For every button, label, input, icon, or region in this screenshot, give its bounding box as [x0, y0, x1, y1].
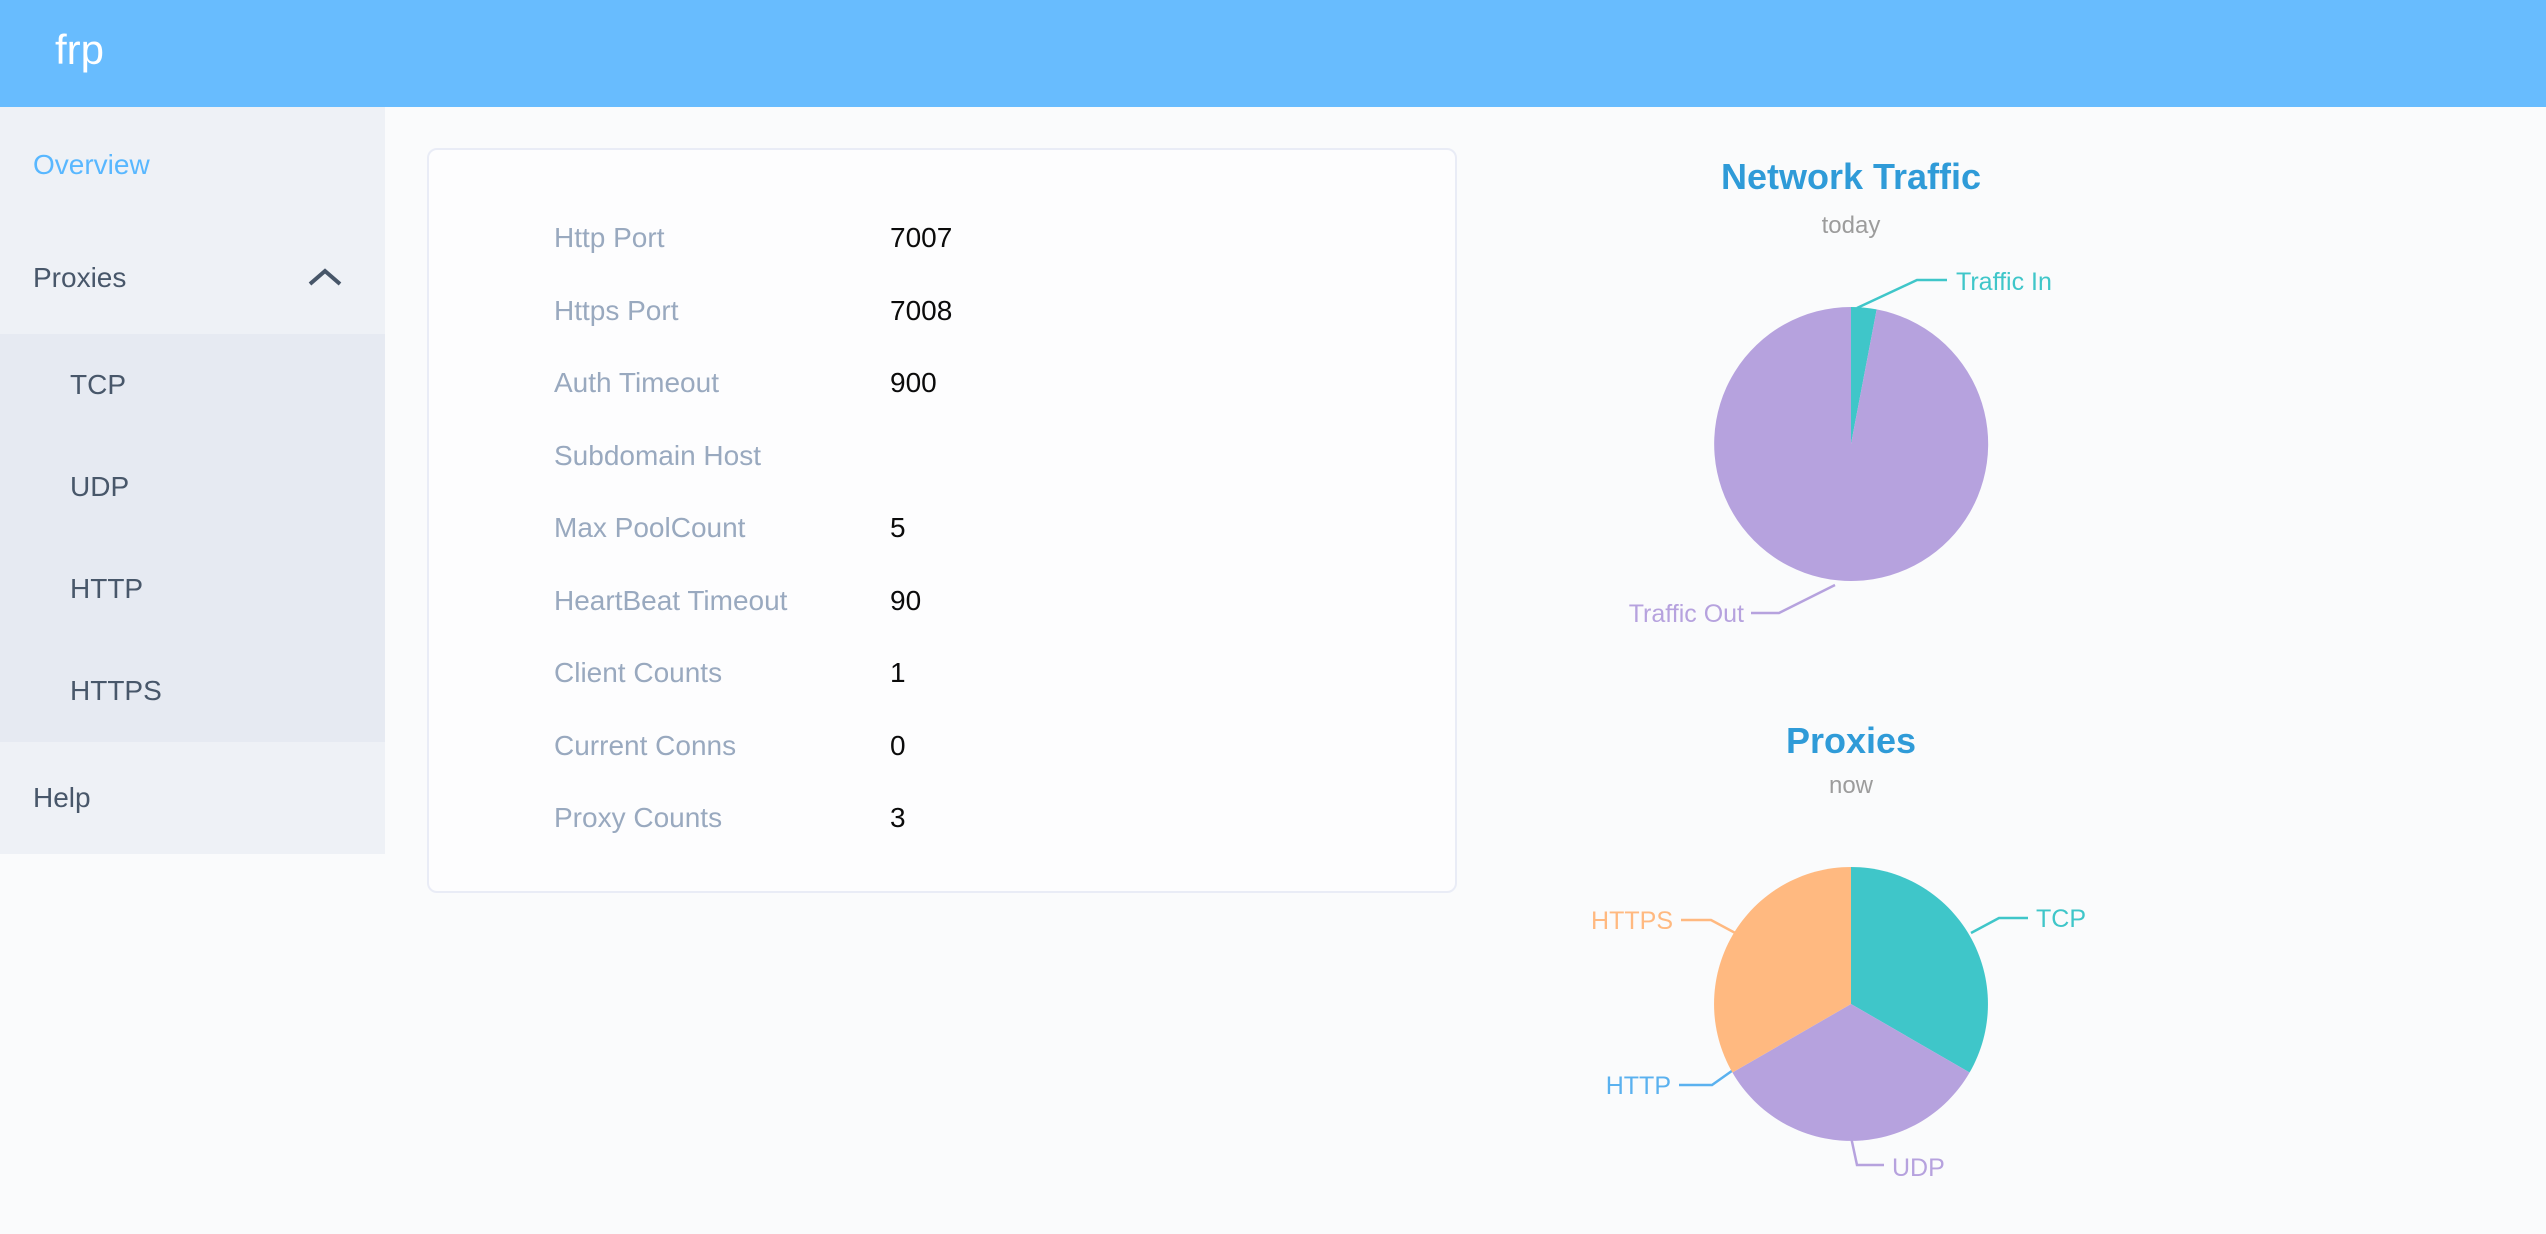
sidebar-item-label: UDP [70, 471, 130, 502]
server-info-card: Http Port 7007 Https Port 7008 Auth Time… [427, 148, 1457, 893]
row-label: Subdomain Host [554, 439, 762, 471]
info-row-proxy-counts: Proxy Counts 3 [429, 782, 1455, 855]
row-value: 0 [890, 729, 906, 761]
pie-slice-udp[interactable] [1732, 1004, 1970, 1141]
sidebar-nav: Overview Proxies TCP UDP HTTP HTTPS Help [0, 107, 385, 854]
sidebar-item-https[interactable]: HTTPS [0, 640, 385, 742]
chart-subtitle-now: now [1828, 772, 1874, 799]
info-row-subdomain-host: Subdomain Host [429, 420, 1455, 493]
row-label: Http Port [554, 222, 665, 254]
sidebar-item-label: TCP [70, 369, 126, 400]
row-value: 7008 [890, 294, 953, 326]
pie-slice-traffic-out[interactable] [1714, 307, 1989, 581]
pie-leader-line-tcp [1970, 916, 2028, 935]
pie-leader-line-traffic-in [1856, 278, 1947, 310]
pie-leader-line-http [1679, 1066, 1737, 1087]
pie-leader-line-udp [1849, 1136, 1884, 1167]
pie-leader-line-https [1681, 918, 1740, 937]
sidebar-item-udp[interactable]: UDP [0, 436, 385, 538]
sidebar-item-label: Help [33, 782, 91, 813]
sidebar-item-tcp[interactable]: TCP [0, 334, 385, 436]
pie-label-traffic-in: Traffic In [1956, 268, 2052, 296]
pie-leader-line-traffic-out [1751, 583, 1836, 615]
sidebar-item-proxies[interactable]: Proxies [0, 222, 385, 334]
pie-label-traffic-out: Traffic Out [1629, 600, 1744, 628]
row-value: 90 [890, 584, 922, 616]
chart-title-network-traffic: Network Traffic [1720, 156, 1982, 197]
info-row-heartbeat-timeout: HeartBeat Timeout 90 [429, 565, 1455, 638]
sidebar-item-label: HTTP [70, 573, 144, 604]
proxies-submenu: TCP UDP HTTP HTTPS [0, 334, 385, 742]
info-row-auth-timeout: Auth Timeout 900 [429, 347, 1455, 420]
chart-subtitle-today: today [1821, 212, 1881, 239]
row-value: 900 [890, 367, 937, 399]
pie-slice-https[interactable] [1714, 867, 1851, 1073]
row-label: Max PoolCount [554, 512, 746, 544]
info-row-client-counts: Client Counts 1 [429, 637, 1455, 710]
pie-label-udp: UDP [1892, 1154, 1945, 1182]
chevron-up-icon [308, 268, 342, 286]
sidebar-item-http[interactable]: HTTP [0, 538, 385, 640]
pie-label-http: HTTP [1606, 1072, 1671, 1100]
row-label: Client Counts [554, 657, 723, 689]
top-header-bar: frp [0, 0, 2546, 107]
pie-slice-tcp[interactable] [1851, 867, 1988, 1073]
row-label: HeartBeat Timeout [554, 584, 788, 616]
sidebar-item-label: Overview [33, 149, 150, 180]
info-row-http-port: Http Port 7007 [429, 202, 1455, 275]
app-logo: frp [55, 26, 105, 73]
sidebar-item-label: Proxies [33, 262, 127, 293]
sidebar-item-label: HTTPS [70, 675, 162, 706]
row-label: Current Conns [554, 729, 737, 761]
server-info-rows: Http Port 7007 Https Port 7008 Auth Time… [429, 202, 1455, 855]
sidebar-item-overview[interactable]: Overview [0, 109, 385, 221]
info-row-max-poolcount: Max PoolCount 5 [429, 492, 1455, 565]
row-label: Auth Timeout [554, 367, 719, 399]
pie-label-tcp: TCP [2036, 905, 2086, 933]
row-value: 3 [890, 802, 906, 834]
pie-slice-traffic-in[interactable] [1851, 306, 1877, 444]
row-label: Https Port [554, 294, 679, 326]
sidebar-item-help[interactable]: Help [0, 742, 385, 854]
row-value: 7007 [890, 222, 953, 254]
row-value: 1 [890, 657, 906, 689]
row-label: Proxy Counts [554, 802, 723, 834]
info-row-current-conns: Current Conns 0 [429, 710, 1455, 783]
chart-title-proxies: Proxies [1785, 720, 1917, 761]
info-row-https-port: Https Port 7008 [429, 275, 1455, 348]
row-value: 5 [890, 512, 906, 544]
pie-label-https: HTTPS [1591, 907, 1673, 935]
